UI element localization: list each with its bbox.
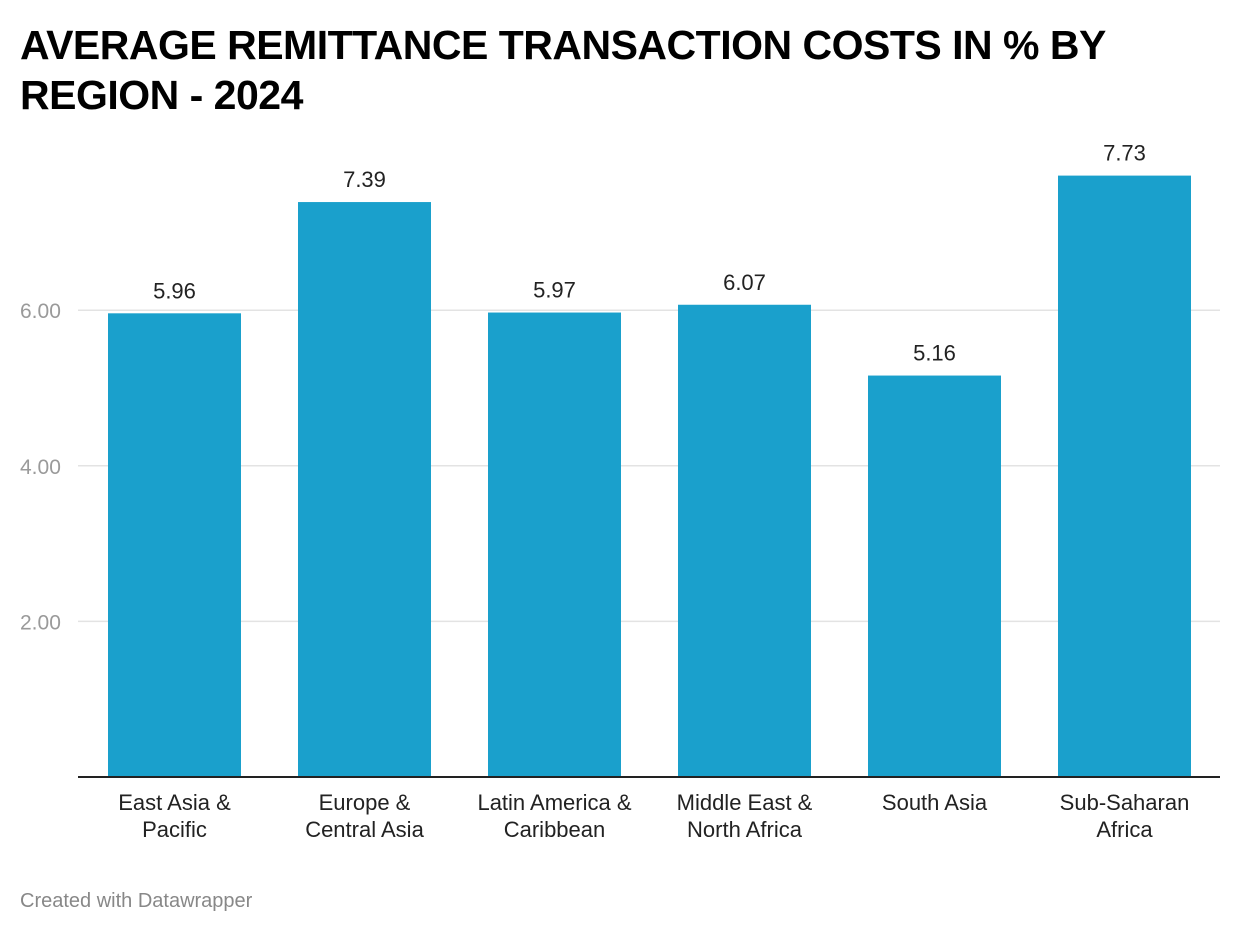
value-labels: 5.96 7.39 5.97 6.07 5.16 7.73 [153,141,1146,366]
bar [108,313,241,777]
value-label: 5.96 [153,278,196,303]
category-label: Middle East & [677,790,813,815]
chart-title: AVERAGE REMITTANCE TRANSACTION COSTS IN … [20,22,1106,118]
bar [298,202,431,778]
y-tick-label: 4.00 [20,456,61,479]
category-label: Africa [1096,817,1153,842]
bar [678,304,811,777]
category-label: Europe & [319,790,411,815]
y-tick-label: 2.00 [20,611,61,634]
value-label: 5.97 [533,278,576,303]
value-label: 5.16 [913,341,956,366]
category-label: Central Asia [305,817,424,842]
category-labels: East Asia &Pacific Europe &Central Asia La… [118,790,1189,842]
value-label: 6.07 [723,270,766,295]
gridlines: 2.00 4.00 6.00 [20,300,1220,634]
category-label: North Africa [687,817,803,842]
bars [108,175,1191,778]
credit-text: Created with Datawrapper [20,890,253,912]
bar [868,375,1001,777]
bar [1058,175,1191,777]
bar [488,312,621,777]
category-label: Pacific [142,817,207,842]
value-label: 7.73 [1103,141,1146,166]
value-label: 7.39 [343,167,386,192]
category-label: East Asia & [118,790,231,815]
category-label: Caribbean [504,817,606,842]
category-label: Latin America & [477,790,631,815]
y-tick-label: 6.00 [20,300,61,323]
category-label: South Asia [882,790,988,815]
category-label: Sub-Saharan [1060,790,1190,815]
